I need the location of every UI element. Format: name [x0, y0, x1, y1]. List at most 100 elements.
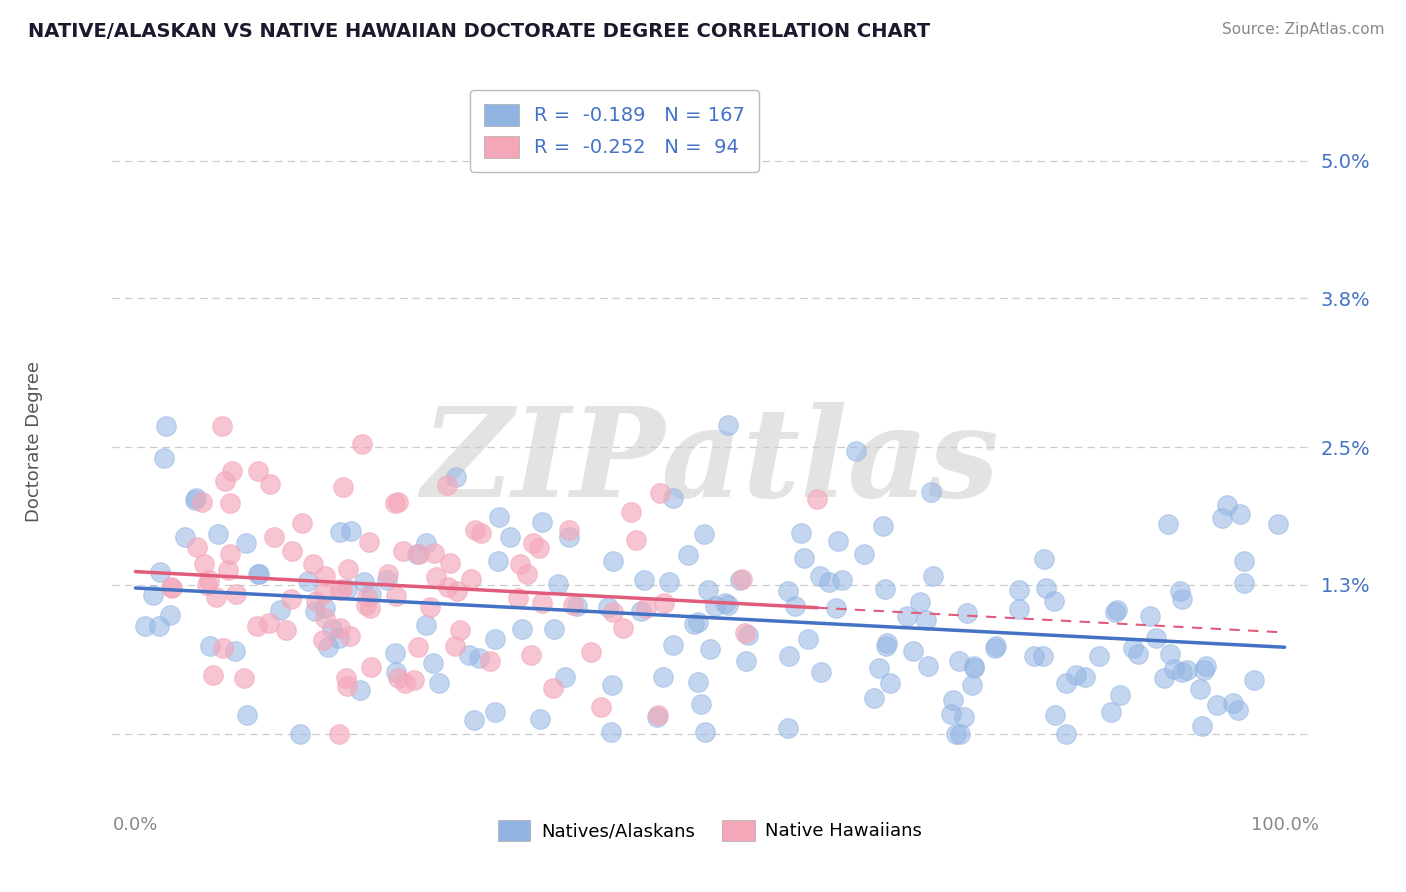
Point	[288, 727, 311, 741]
Point	[467, 651, 489, 665]
Point	[332, 480, 354, 494]
Point	[219, 547, 242, 561]
Point	[1122, 641, 1144, 656]
Point	[520, 648, 543, 662]
Point	[247, 566, 270, 581]
Point	[662, 638, 685, 652]
Point	[173, 530, 195, 544]
Point	[312, 632, 335, 647]
Point	[734, 626, 756, 640]
Point	[783, 599, 806, 613]
Point	[1074, 670, 1097, 684]
Point	[207, 527, 229, 541]
Point	[336, 562, 359, 576]
Point	[259, 476, 281, 491]
Point	[186, 541, 208, 555]
Point	[1233, 575, 1256, 590]
Point	[212, 641, 235, 656]
Point	[1033, 551, 1056, 566]
Point	[197, 573, 219, 587]
Point	[422, 546, 444, 560]
Point	[956, 606, 979, 620]
Point	[862, 691, 884, 706]
Point	[876, 636, 898, 650]
Point	[596, 599, 619, 614]
Point	[269, 602, 291, 616]
Point	[281, 543, 304, 558]
Point	[360, 660, 382, 674]
Point	[1008, 602, 1031, 616]
Point	[1139, 608, 1161, 623]
Point	[602, 553, 624, 567]
Point	[336, 582, 359, 596]
Point	[1192, 663, 1215, 677]
Point	[427, 675, 450, 690]
Point	[652, 596, 675, 610]
Point	[903, 644, 925, 658]
Point	[394, 676, 416, 690]
Point	[530, 597, 553, 611]
Point	[547, 577, 569, 591]
Point	[778, 648, 800, 663]
Point	[488, 510, 510, 524]
Point	[693, 526, 716, 541]
Point	[336, 679, 359, 693]
Point	[329, 621, 352, 635]
Point	[565, 599, 588, 613]
Point	[554, 670, 576, 684]
Point	[917, 659, 939, 673]
Point	[314, 569, 336, 583]
Point	[561, 599, 583, 613]
Point	[658, 574, 681, 589]
Point	[1156, 517, 1178, 532]
Point	[404, 673, 426, 687]
Point	[633, 573, 655, 587]
Point	[1189, 682, 1212, 697]
Point	[818, 575, 841, 590]
Point	[1032, 648, 1054, 663]
Point	[509, 558, 531, 572]
Point	[1022, 649, 1045, 664]
Point	[647, 707, 669, 722]
Point	[984, 639, 1007, 653]
Point	[808, 569, 831, 583]
Point	[1168, 584, 1191, 599]
Point	[908, 595, 931, 609]
Point	[160, 580, 183, 594]
Point	[630, 604, 652, 618]
Point	[415, 618, 437, 632]
Point	[1043, 708, 1066, 723]
Point	[419, 600, 441, 615]
Point	[737, 628, 759, 642]
Point	[350, 437, 373, 451]
Point	[922, 569, 945, 583]
Point	[831, 574, 853, 588]
Point	[422, 656, 444, 670]
Point	[612, 621, 634, 635]
Point	[153, 450, 176, 465]
Point	[449, 624, 471, 638]
Point	[1056, 675, 1078, 690]
Point	[602, 605, 624, 619]
Point	[689, 698, 711, 712]
Point	[1043, 594, 1066, 608]
Point	[634, 600, 657, 615]
Point	[1191, 718, 1213, 732]
Point	[1008, 582, 1031, 597]
Point	[340, 524, 363, 538]
Point	[225, 587, 247, 601]
Point	[543, 622, 565, 636]
Point	[408, 640, 430, 654]
Point	[335, 671, 357, 685]
Point	[1267, 517, 1289, 532]
Point	[686, 615, 709, 629]
Point	[1227, 703, 1250, 717]
Point	[1229, 507, 1251, 521]
Point	[406, 547, 429, 561]
Text: NATIVE/ALASKAN VS NATIVE HAWAIIAN DOCTORATE DEGREE CORRELATION CHART: NATIVE/ALASKAN VS NATIVE HAWAIIAN DOCTOR…	[28, 22, 931, 41]
Point	[717, 417, 740, 432]
Point	[1107, 603, 1129, 617]
Point	[385, 589, 408, 603]
Point	[620, 505, 643, 519]
Point	[305, 594, 328, 608]
